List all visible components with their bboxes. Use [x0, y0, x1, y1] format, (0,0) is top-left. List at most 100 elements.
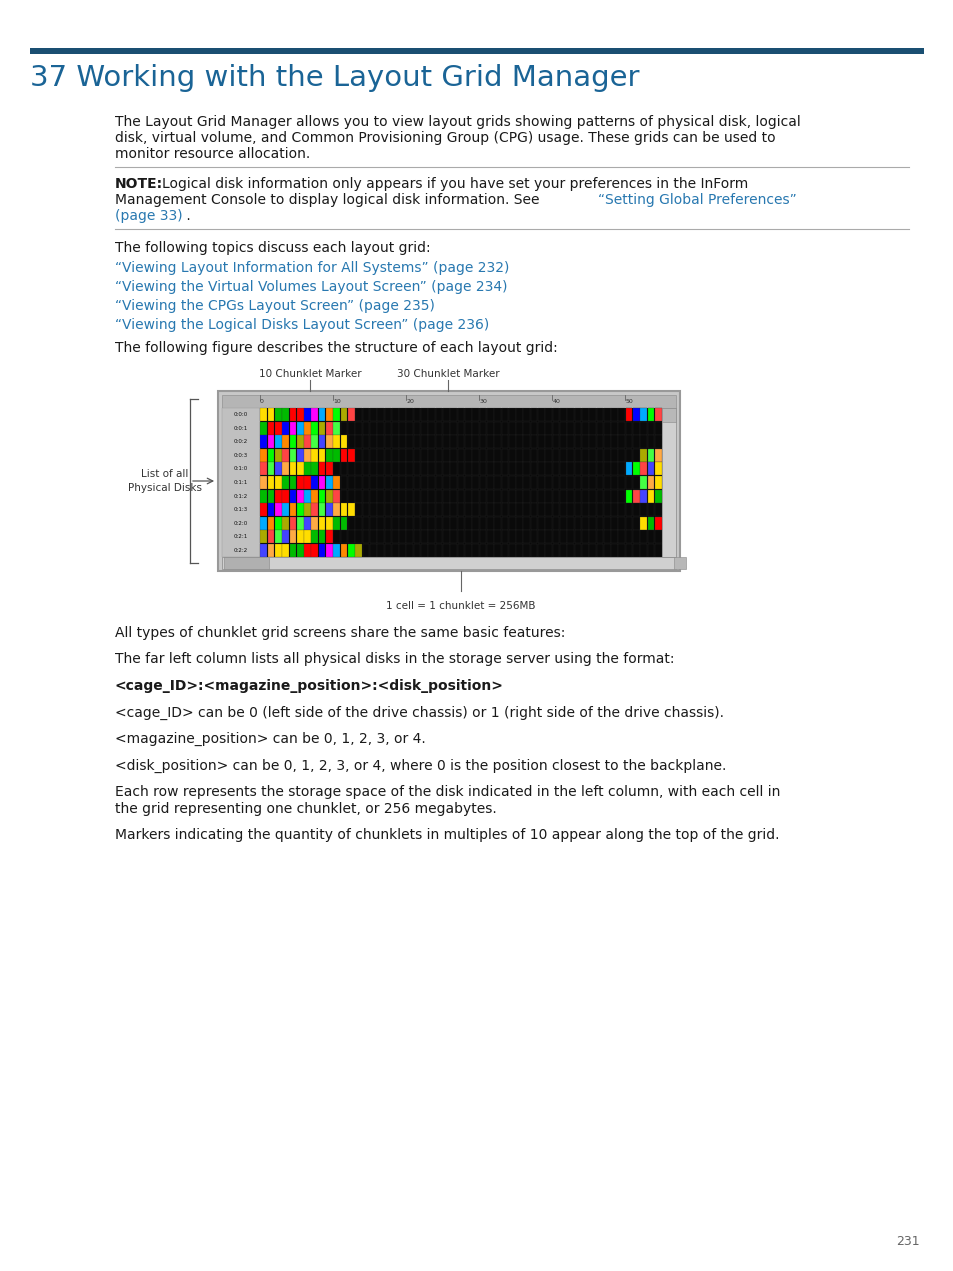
Bar [501, 449, 508, 461]
Bar [420, 517, 427, 530]
Bar [625, 489, 632, 502]
Bar [567, 503, 574, 516]
Bar [289, 436, 296, 449]
Bar [392, 489, 398, 502]
Bar [268, 477, 274, 489]
Bar [304, 517, 311, 530]
Bar [318, 408, 325, 421]
Bar [384, 517, 391, 530]
Bar [625, 422, 632, 435]
Bar [486, 530, 493, 543]
Bar [282, 436, 289, 449]
Bar [222, 395, 676, 408]
Bar [589, 530, 596, 543]
Bar [581, 517, 588, 530]
Bar [333, 544, 339, 557]
Bar [304, 489, 311, 502]
Bar [289, 503, 296, 516]
Bar [398, 544, 405, 557]
Bar [537, 489, 544, 502]
Bar [639, 544, 646, 557]
Bar [545, 544, 552, 557]
Bar [603, 463, 610, 475]
Bar [494, 408, 500, 421]
Bar [420, 436, 427, 449]
Bar [370, 422, 376, 435]
Bar [436, 517, 442, 530]
Bar [355, 530, 361, 543]
Bar [559, 463, 566, 475]
Bar [442, 436, 449, 449]
Bar [639, 463, 646, 475]
Bar [282, 449, 289, 461]
Bar [398, 503, 405, 516]
Bar [326, 463, 333, 475]
Bar [574, 489, 580, 502]
Bar [508, 489, 515, 502]
Bar [362, 422, 369, 435]
Bar [406, 477, 413, 489]
Bar [318, 449, 325, 461]
Bar [655, 530, 661, 543]
Bar [464, 422, 471, 435]
Bar [376, 408, 383, 421]
Bar [647, 408, 654, 421]
Bar [406, 544, 413, 557]
Bar [611, 544, 618, 557]
Text: (page 33): (page 33) [115, 208, 182, 222]
Bar [516, 477, 522, 489]
Bar [282, 477, 289, 489]
Bar [326, 436, 333, 449]
Bar [318, 436, 325, 449]
Bar [450, 463, 456, 475]
Text: 40: 40 [552, 399, 559, 404]
Bar [370, 449, 376, 461]
Bar [348, 530, 355, 543]
Bar [260, 408, 267, 421]
Bar [355, 449, 361, 461]
Bar [333, 436, 339, 449]
Bar [457, 544, 464, 557]
Bar [472, 436, 478, 449]
Bar [479, 544, 486, 557]
Bar [501, 489, 508, 502]
Bar [340, 517, 347, 530]
Bar [479, 449, 486, 461]
Bar [348, 422, 355, 435]
Bar [318, 503, 325, 516]
Bar [376, 530, 383, 543]
Bar [398, 517, 405, 530]
Bar [296, 477, 303, 489]
Bar [516, 408, 522, 421]
Bar [508, 517, 515, 530]
Text: Each row represents the storage space of the disk indicated in the left column, : Each row represents the storage space of… [115, 785, 780, 799]
Text: 0:1:0: 0:1:0 [233, 466, 248, 472]
Bar [218, 391, 679, 571]
Bar [618, 530, 624, 543]
Bar [655, 477, 661, 489]
Bar [355, 436, 361, 449]
Bar [618, 449, 624, 461]
Bar [436, 489, 442, 502]
Bar [545, 463, 552, 475]
Bar [296, 408, 303, 421]
Bar [340, 422, 347, 435]
Bar [655, 544, 661, 557]
Bar [457, 449, 464, 461]
Bar [647, 463, 654, 475]
Bar [479, 422, 486, 435]
Bar [581, 477, 588, 489]
Text: disk, virtual volume, and Common Provisioning Group (CPG) usage. These grids can: disk, virtual volume, and Common Provisi… [115, 131, 775, 145]
Bar [464, 544, 471, 557]
Text: The far left column lists all physical disks in the storage server using the for: The far left column lists all physical d… [115, 652, 674, 666]
Bar [392, 449, 398, 461]
Bar [545, 449, 552, 461]
Bar [333, 517, 339, 530]
Bar [340, 463, 347, 475]
Bar [567, 489, 574, 502]
Bar [508, 477, 515, 489]
Bar [559, 477, 566, 489]
Bar [603, 544, 610, 557]
Bar [494, 544, 500, 557]
Bar [326, 503, 333, 516]
